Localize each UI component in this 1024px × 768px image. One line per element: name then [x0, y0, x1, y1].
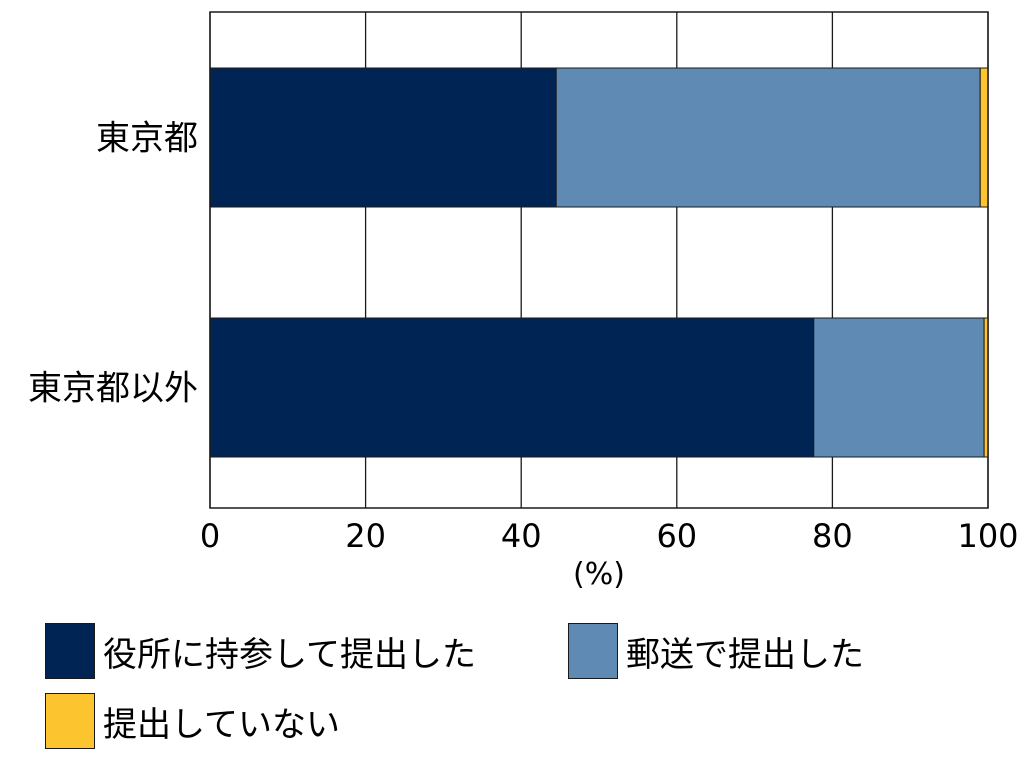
x-tick-label-100: 100	[957, 517, 1018, 555]
x-tick-label-0: 0	[200, 517, 220, 555]
bar-2-series-1	[209, 317, 815, 458]
legend-label-series-3: 提出していない	[103, 704, 340, 745]
legend-item-series-1: 役所に持参して提出した	[45, 622, 476, 680]
x-axis-unit-label: (%)	[573, 557, 625, 592]
legend: 役所に持参して提出した 郵送で提出した 提出していない	[45, 622, 1005, 762]
bar-1-series-2	[555, 67, 981, 208]
x-tick-label-60: 60	[656, 517, 697, 555]
x-tick-labels: 0 20 40 60 80 100	[200, 517, 1019, 555]
bar-2-series-2	[813, 317, 985, 458]
category-label-2: 東京都以外	[28, 369, 198, 409]
legend-swatch-series-1	[45, 623, 95, 679]
plot-frame	[209, 11, 989, 509]
legend-label-series-2: 郵送で提出した	[626, 634, 864, 675]
legend-item-series-3: 提出していない	[45, 692, 340, 750]
bar-1-series-1	[209, 67, 557, 208]
category-label-1: 東京都	[96, 119, 198, 159]
legend-item-series-2: 郵送で提出した	[568, 622, 864, 680]
x-tick-label-80: 80	[812, 517, 853, 555]
plot-border	[209, 11, 989, 509]
bar-1-series-3	[979, 67, 989, 208]
x-tick-label-20: 20	[345, 517, 386, 555]
legend-swatch-series-3	[45, 693, 95, 749]
x-tick-label-40: 40	[501, 517, 542, 555]
bars	[209, 67, 989, 458]
legend-label-series-1: 役所に持参して提出した	[103, 634, 476, 675]
legend-swatch-series-2	[568, 623, 618, 679]
